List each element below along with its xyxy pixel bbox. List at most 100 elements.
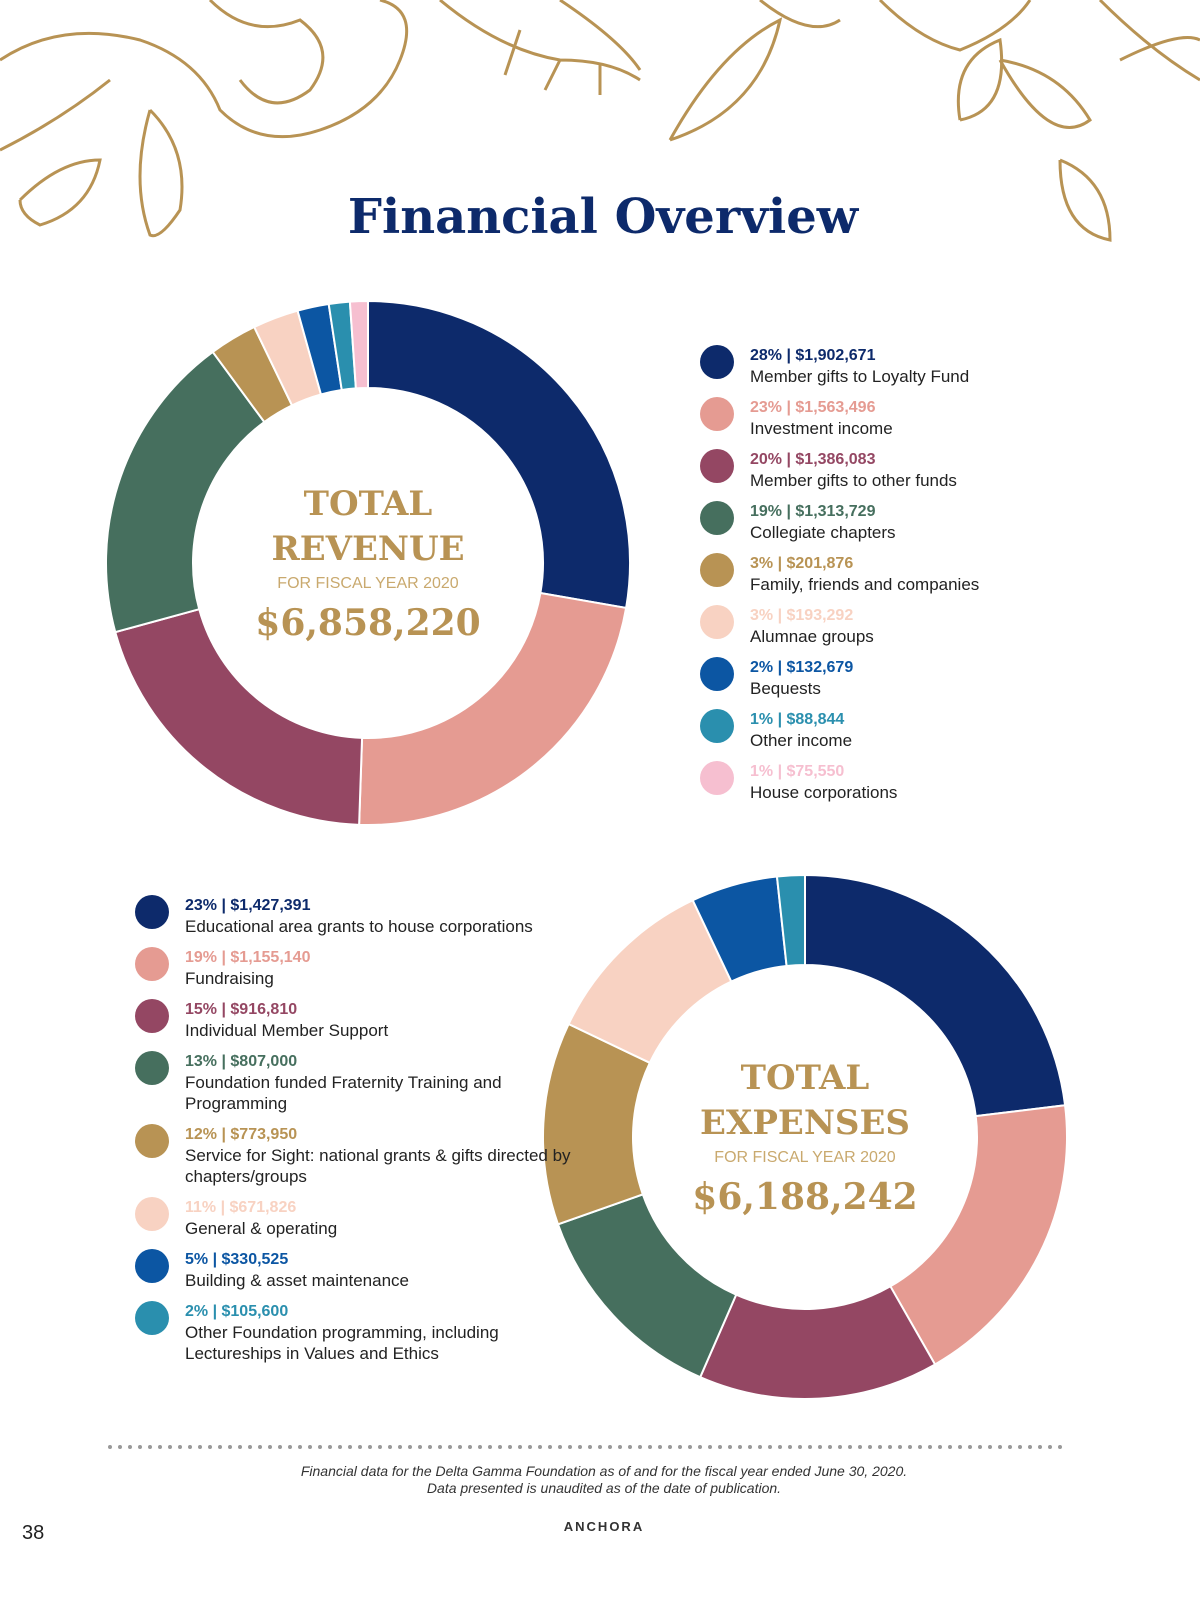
legend-swatch xyxy=(700,345,734,379)
legend-item: 1% | $75,550 House corporations xyxy=(700,761,1160,803)
legend-swatch xyxy=(700,449,734,483)
donut-segment xyxy=(348,299,369,390)
legend-value-label: 13% | $807,000 xyxy=(185,1053,298,1070)
legend-category: Investment income xyxy=(750,419,893,438)
legend-text: 15% | $916,810 Individual Member Support xyxy=(185,999,388,1041)
page-number: 38 xyxy=(22,1522,44,1544)
legend-swatch xyxy=(700,709,734,743)
legend-value-label: 20% | $1,386,083 xyxy=(750,451,876,468)
legend-category: Family, friends and companies xyxy=(750,575,980,594)
legend-value-label: 2% | $132,679 xyxy=(750,659,854,676)
donut-segment xyxy=(556,1193,738,1379)
center-title: TOTAL EXPENSES xyxy=(700,1058,910,1143)
legend-swatch xyxy=(135,1051,169,1085)
legend-category: Educational area grants to house corpora… xyxy=(185,917,533,936)
legend-category: Individual Member Support xyxy=(185,1021,389,1040)
legend-text: 1% | $75,550 House corporations xyxy=(750,761,897,803)
legend-text: 13% | $807,000 Foundation funded Fraterni… xyxy=(185,1051,575,1114)
center-subtitle: FOR FISCAL YEAR 2020 xyxy=(277,575,459,592)
legend-category: Bequests xyxy=(750,679,821,698)
donut-segment xyxy=(105,350,266,634)
legend-text: 20% | $1,386,083 Member gifts to other fu… xyxy=(750,449,957,491)
page-title: Financial Overview xyxy=(348,189,860,245)
legend-category: Service for Sight: national grants & gif… xyxy=(185,1146,571,1186)
legend-text: 11% | $671,826 General & operating xyxy=(185,1197,337,1239)
legend-swatch xyxy=(700,605,734,639)
legend-item: 28% | $1,902,671 Member gifts to Loyalty … xyxy=(700,345,1160,387)
legend-swatch xyxy=(135,1249,169,1283)
legend-swatch xyxy=(135,1124,169,1158)
legend-category: Building & asset maintenance xyxy=(185,1271,409,1290)
legend-text: 5% | $330,525 Building & asset maintenanc… xyxy=(185,1249,409,1291)
legend-item: 15% | $916,810 Individual Member Support xyxy=(135,999,575,1041)
legend-category: Member gifts to other funds xyxy=(750,471,957,490)
legend-swatch xyxy=(135,1197,169,1231)
legend-item: 1% | $88,844 Other income xyxy=(700,709,1160,751)
legend-value-label: 3% | $193,292 xyxy=(750,607,854,624)
donut-segment xyxy=(367,299,631,610)
center-value: $6,858,220 xyxy=(255,602,480,644)
legend-value-label: 19% | $1,155,140 xyxy=(185,949,311,966)
legend-swatch xyxy=(700,397,734,431)
legend-item: 13% | $807,000 Foundation funded Fraterni… xyxy=(135,1051,575,1114)
legend-category: Alumnae groups xyxy=(750,627,874,646)
legend-swatch xyxy=(700,501,734,535)
legend-item: 19% | $1,313,729 Collegiate chapters xyxy=(700,501,1160,543)
legend-text: 19% | $1,155,140 Fundraising xyxy=(185,947,310,989)
legend-item: 3% | $201,876 Family, friends and compani… xyxy=(700,553,1160,595)
legend-value-label: 1% | $75,550 xyxy=(750,763,845,780)
legend: 28% | $1,902,671 Member gifts to Loyalty … xyxy=(700,345,1160,803)
legend: 23% | $1,427,391 Educational area grants … xyxy=(135,895,575,1364)
legend-text: 2% | $105,600 Other Foundation programmin… xyxy=(185,1301,575,1364)
legend-swatch xyxy=(700,657,734,691)
legend-category: General & operating xyxy=(185,1219,338,1238)
center-subtitle: FOR FISCAL YEAR 2020 xyxy=(714,1149,896,1166)
legend-category: Member gifts to Loyalty Fund xyxy=(750,367,970,386)
legend-value-label: 2% | $105,600 xyxy=(185,1303,289,1320)
legend-text: 28% | $1,902,671 Member gifts to Loyalty … xyxy=(750,345,969,387)
legend-swatch xyxy=(700,553,734,587)
legend-item: 2% | $132,679 Bequests xyxy=(700,657,1160,699)
legend-text: 2% | $132,679 Bequests xyxy=(750,657,853,699)
legend-category: Other Foundation programming, including … xyxy=(185,1323,499,1363)
publication: ANCHORA xyxy=(564,1519,644,1534)
legend-value-label: 5% | $330,525 xyxy=(185,1251,289,1268)
center-value: $6,188,242 xyxy=(692,1176,917,1218)
legend-item: 19% | $1,155,140 Fundraising xyxy=(135,947,575,989)
legend-category: House corporations xyxy=(750,783,898,802)
legend-text: 3% | $193,292 Alumnae groups xyxy=(750,605,874,647)
center-title: TOTAL REVENUE xyxy=(271,484,464,569)
donut-segment xyxy=(889,1104,1068,1366)
legend-value-label: 15% | $916,810 xyxy=(185,1001,298,1018)
legend-swatch xyxy=(135,999,169,1033)
legend-item: 2% | $105,600 Other Foundation programmin… xyxy=(135,1301,575,1364)
legend-swatch xyxy=(135,895,169,929)
legend-item: 5% | $330,525 Building & asset maintenanc… xyxy=(135,1249,575,1291)
footnote: Data presented is unaudited as of the da… xyxy=(427,1480,781,1496)
legend-value-label: 3% | $201,876 xyxy=(750,555,854,572)
legend-value-label: 11% | $671,826 xyxy=(185,1199,297,1216)
legend-text: 3% | $201,876 Family, friends and compani… xyxy=(750,553,979,595)
legend-value-label: 12% | $773,950 xyxy=(185,1126,298,1143)
legend-swatch xyxy=(135,1301,169,1335)
legend-value-label: 28% | $1,902,671 xyxy=(750,347,876,364)
donut-segment xyxy=(804,873,1067,1118)
legend-category: Collegiate chapters xyxy=(750,523,896,542)
footnote: Financial data for the Delta Gamma Found… xyxy=(301,1463,907,1479)
donut-segment xyxy=(698,1284,937,1400)
legend-value-label: 19% | $1,313,729 xyxy=(750,503,876,520)
legend-value-label: 23% | $1,427,391 xyxy=(185,897,311,914)
legend-text: 12% | $773,950 Service for Sight: nationa… xyxy=(185,1124,575,1187)
legend-item: 3% | $193,292 Alumnae groups xyxy=(700,605,1160,647)
legend-swatch xyxy=(135,947,169,981)
legend-item: 11% | $671,826 General & operating xyxy=(135,1197,575,1239)
legend-text: 19% | $1,313,729 Collegiate chapters xyxy=(750,501,896,543)
legend-swatch xyxy=(700,761,734,795)
legend-item: 23% | $1,563,496 Investment income xyxy=(700,397,1160,439)
legend-category: Other income xyxy=(750,731,853,750)
legend-text: 1% | $88,844 Other income xyxy=(750,709,852,751)
legend-text: 23% | $1,427,391 Educational area grants … xyxy=(185,895,533,937)
legend-item: 12% | $773,950 Service for Sight: nationa… xyxy=(135,1124,575,1187)
